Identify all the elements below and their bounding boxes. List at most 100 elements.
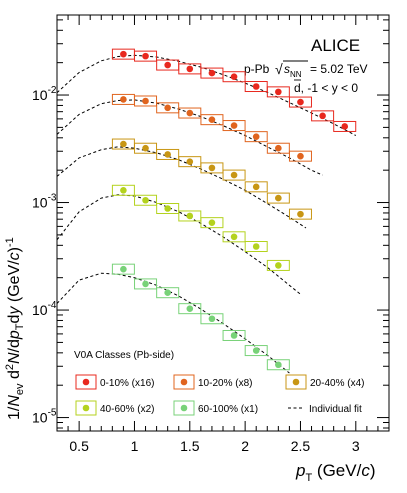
sys-error-box <box>134 95 158 107</box>
data-point <box>164 205 171 212</box>
sys-error-box <box>222 120 246 132</box>
data-point <box>142 196 149 204</box>
sys-error-box <box>200 114 224 126</box>
sys-error-box <box>156 287 180 299</box>
sys-error-box <box>244 181 268 193</box>
sqrt-symbol: √ <box>275 61 283 77</box>
legend-swatch-marker <box>82 404 90 412</box>
legend-swatch-box <box>173 374 195 390</box>
y-tick-label: 10-4 <box>32 300 57 318</box>
legend-swatch-box <box>75 374 97 390</box>
system-label: p-Pb <box>244 62 270 76</box>
sys-error-box <box>111 184 135 196</box>
y-tick-label: 10-5 <box>32 408 57 426</box>
sys-error-box <box>311 110 335 122</box>
sys-error-box <box>134 50 158 62</box>
sys-error-box <box>288 150 312 162</box>
data-point <box>252 183 260 191</box>
data-point <box>186 305 194 312</box>
chart-title: ALICE <box>311 36 360 55</box>
sys-error-box <box>266 359 290 371</box>
data-point <box>142 280 149 288</box>
data-point <box>164 104 171 112</box>
legend-items: 0-10% (x16) 10-20% (x8) 20-40% (x4) 40-60% … <box>75 374 364 416</box>
legend-label: 0-10% (x16) <box>100 378 154 389</box>
x-tick-label: 1.5 <box>180 438 200 454</box>
data-point <box>120 186 127 194</box>
fit-curve <box>56 146 307 229</box>
sys-error-box <box>178 107 202 119</box>
data-point <box>142 97 149 105</box>
sys-error-box <box>288 96 312 108</box>
data-point <box>297 98 304 106</box>
legend-swatch-marker <box>82 378 90 386</box>
fit-curve <box>56 272 290 374</box>
x-axis-title: pT (GeV/c) <box>295 461 376 484</box>
data-point <box>142 52 149 60</box>
sys-error-box <box>266 86 290 98</box>
sys-error-box <box>178 303 202 315</box>
x-tick-label: 2.5 <box>291 438 311 454</box>
energy-variable: sNN <box>284 62 302 79</box>
sys-error-box <box>333 120 357 132</box>
data-point <box>230 171 238 179</box>
data-point <box>252 83 260 90</box>
sys-error-box <box>134 142 158 154</box>
sys-error-box <box>156 203 180 215</box>
x-tick-label: 3 <box>352 438 360 454</box>
data-point <box>297 152 304 160</box>
legend-swatch-box <box>285 374 307 390</box>
sys-error-box <box>134 194 158 206</box>
data-point <box>275 194 282 202</box>
legend-swatch-box <box>173 400 195 416</box>
legend: V0A Classes (Pb-side) 0-10% (x16) 10-20% … <box>74 350 364 416</box>
data-point <box>164 151 171 158</box>
y-axis-title: 1/Nev d2N/dpTdy (GeV/c)-1 <box>4 237 26 420</box>
sys-error-box <box>266 259 290 271</box>
energy-label: = 5.02 TeV <box>310 62 368 76</box>
data-point <box>120 265 127 273</box>
sys-error-box <box>244 131 268 143</box>
sys-error-box <box>222 329 246 341</box>
data-point <box>208 315 216 323</box>
data-point <box>208 164 216 172</box>
legend-label: 10-20% (x8) <box>198 378 252 389</box>
sys-error-box <box>222 71 246 83</box>
data-point <box>275 144 282 152</box>
sys-error-box <box>244 241 268 253</box>
data-point <box>120 96 127 103</box>
fit-curve <box>56 194 301 295</box>
data-point <box>230 332 238 339</box>
sys-error-box <box>200 313 224 325</box>
data-point <box>164 289 171 297</box>
data-point <box>319 112 326 120</box>
data-point <box>208 116 216 123</box>
data-point <box>297 210 304 218</box>
data-point <box>120 140 127 148</box>
x-tick-label: 0.5 <box>69 438 89 454</box>
sys-error-box <box>156 148 180 160</box>
x-tick-label: 2 <box>241 438 249 454</box>
legend-swatch-marker <box>180 378 188 386</box>
sys-error-box <box>134 278 158 290</box>
data-point <box>186 109 194 117</box>
sys-error-box <box>222 231 246 243</box>
sys-error-box <box>200 162 224 174</box>
sys-error-box <box>178 156 202 168</box>
sys-error-box <box>222 169 246 181</box>
data-point <box>208 219 216 226</box>
data-point <box>230 233 238 241</box>
sys-error-box <box>200 217 224 229</box>
sys-error-box <box>111 263 135 275</box>
legend-swatch-marker <box>292 378 300 386</box>
data-point <box>186 212 194 220</box>
data-point <box>252 347 260 354</box>
sys-error-box <box>266 192 290 204</box>
legend-label: 60-100% (x1) <box>198 404 258 415</box>
data-point <box>120 50 127 58</box>
data-point <box>275 361 282 369</box>
sys-error-box <box>244 345 268 357</box>
legend-label: 20-40% (x4) <box>310 378 364 389</box>
legend-label: 40-60% (x2) <box>100 404 154 415</box>
